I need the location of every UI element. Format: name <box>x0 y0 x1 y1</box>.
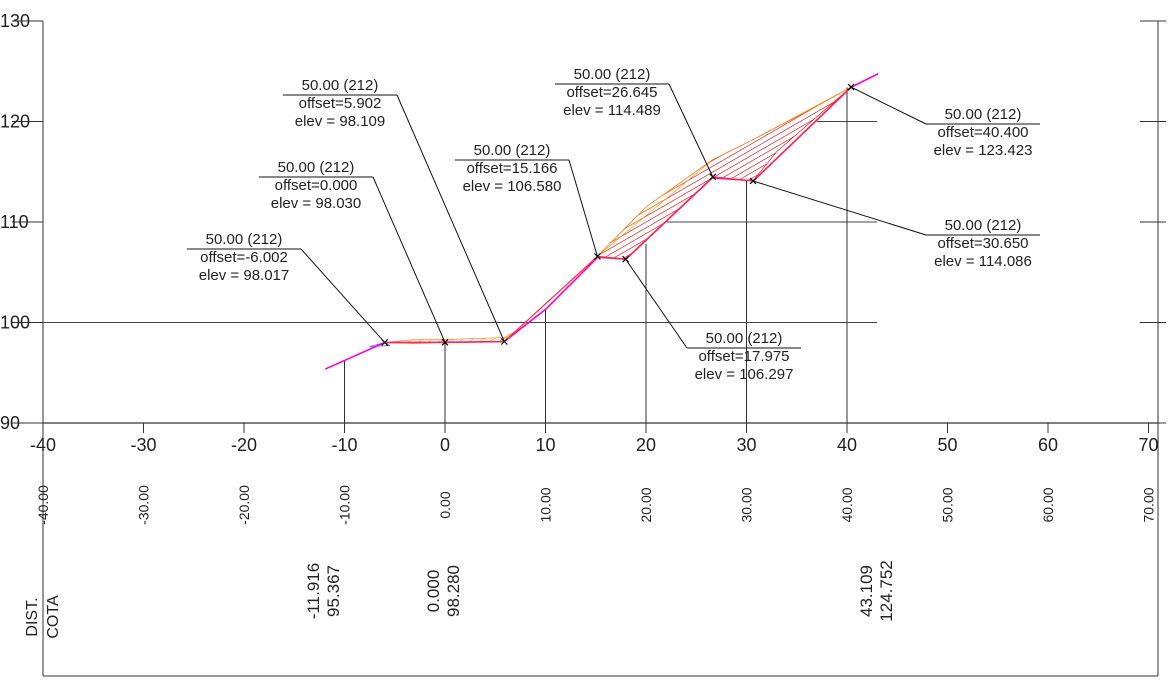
annotation-title: 50.00 (212) <box>474 142 551 159</box>
annotation-offset: offset=40.400 <box>937 124 1028 141</box>
band-header-dist: DIST. <box>24 597 41 636</box>
x-tick-label: -40 <box>30 435 56 455</box>
annotation-elev: elev = 114.489 <box>563 102 661 119</box>
leader-line <box>668 83 714 178</box>
annotation-offset: offset=17.975 <box>698 348 789 365</box>
annotation-offset: offset=15.166 <box>466 160 557 177</box>
cut-fill-areas <box>369 86 852 347</box>
band-dist-value: 0.000 <box>424 570 443 613</box>
vertex-marker <box>709 173 717 181</box>
y-tick-label: 110 <box>0 212 29 232</box>
band-station-label: -20.00 <box>236 485 252 525</box>
vertex-marker <box>847 83 855 91</box>
leader-line <box>300 248 386 343</box>
annotation-elev: elev = 98.109 <box>295 113 386 130</box>
annotation-elev: elev = 98.017 <box>199 267 290 284</box>
annotation-offset: offset=-6.002 <box>200 249 288 266</box>
station-lines <box>344 87 848 423</box>
annotation-elev: elev = 98.030 <box>271 195 362 212</box>
annotation-title: 50.00 (212) <box>945 217 1022 234</box>
band-station-label: 50.00 <box>940 487 956 522</box>
x-tick-label: 70 <box>1138 435 1158 455</box>
x-tick-label: 50 <box>937 435 957 455</box>
y-tick-label: 90 <box>0 413 20 433</box>
vertex-marker <box>500 338 508 345</box>
x-tick-label: 10 <box>535 435 555 455</box>
band-dist-value: -11.916 <box>304 563 323 619</box>
leader-line <box>372 176 446 343</box>
band-station-label: -10.00 <box>337 485 353 525</box>
leader-line <box>568 159 598 257</box>
annotation-offset: offset=0.000 <box>275 177 358 194</box>
band-station-label: -30.00 <box>136 485 152 525</box>
axis-labels: 90 100 110 120 130 -40 -30 -20 -10 0 10 20 30 40 50 60 7… <box>0 11 1166 455</box>
x-tick-label: 30 <box>736 435 756 455</box>
data-band: -40.00 -30.00 -20.00 -10.00 0.00 10.00 20.00 30… <box>24 485 1157 639</box>
series-design-line <box>384 86 852 344</box>
annotation-title: 50.00 (212) <box>945 106 1022 123</box>
annotation-title: 50.00 (212) <box>278 159 355 176</box>
x-tick-label: 20 <box>636 435 656 455</box>
band-station-label: 0.00 <box>437 491 453 518</box>
frame <box>42 21 1159 677</box>
y-tick-label: 130 <box>0 11 30 31</box>
x-tick-label: -10 <box>331 435 357 455</box>
band-station-label: 70.00 <box>1141 487 1157 522</box>
band-station-label: 10.00 <box>538 487 554 522</box>
x-tick-label: 40 <box>837 435 857 455</box>
x-tick-label: -20 <box>231 435 257 455</box>
vertex-marker <box>749 177 757 185</box>
band-station-label: 20.00 <box>638 487 654 522</box>
annotation-title: 50.00 (212) <box>574 66 651 83</box>
band-station-label: 30.00 <box>739 487 755 522</box>
leader-line <box>625 258 688 349</box>
band-cota-value: 95.367 <box>324 565 343 617</box>
leader-line <box>396 94 505 342</box>
band-cota-value: 98.280 <box>444 565 463 617</box>
band-dist-value: 43.109 <box>857 565 876 617</box>
leader-line <box>752 180 927 236</box>
annotation-title: 50.00 (212) <box>206 231 283 248</box>
annotation-title: 50.00 (212) <box>706 330 783 347</box>
annotation-elev: elev = 106.297 <box>695 366 794 383</box>
x-tick-label: 60 <box>1038 435 1058 455</box>
band-header-cota: COTA <box>45 595 62 639</box>
annotation-elev: elev = 106.580 <box>463 178 562 195</box>
band-station-label: 60.00 <box>1040 487 1056 522</box>
leader-line <box>850 86 927 125</box>
x-tick-label: -30 <box>130 435 156 455</box>
annotation-elev: elev = 114.086 <box>934 253 1032 270</box>
annotation-elev: elev = 123.423 <box>934 142 1033 159</box>
x-tick-label: 0 <box>440 435 450 455</box>
annotation-offset: offset=26.645 <box>566 84 657 101</box>
annotation-offset: offset=30.650 <box>937 235 1028 252</box>
annotation-title: 50.00 (212) <box>302 77 379 94</box>
annotation-offset: offset=5.902 <box>299 95 382 112</box>
band-station-label: -40.00 <box>35 485 51 525</box>
y-tick-label: 100 <box>0 313 30 333</box>
y-tick-label: 120 <box>0 112 30 132</box>
band-cota-value: 124.752 <box>877 560 896 621</box>
band-station-label: 40.00 <box>839 487 855 522</box>
